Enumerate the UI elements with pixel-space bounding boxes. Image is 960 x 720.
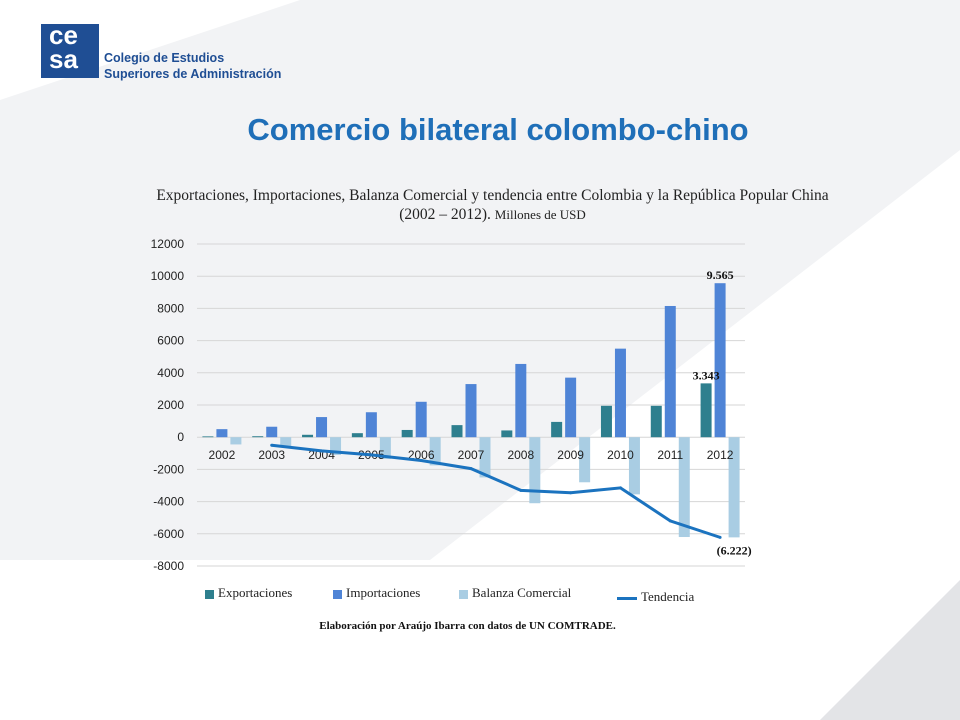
x-tick-label: 2007: [458, 448, 485, 462]
legend-swatch: [459, 589, 468, 599]
legend-label: Exportaciones: [218, 585, 293, 600]
balanza-comercial-bar: [479, 437, 491, 478]
balanza-comercial-bar: [230, 437, 242, 445]
exportaciones-bar: [401, 429, 413, 438]
importaciones-bar: [664, 305, 676, 438]
x-tick-label: 2010: [607, 448, 634, 462]
x-tick-label: 2009: [557, 448, 584, 462]
importaciones-bar: [266, 426, 278, 438]
x-tick-label: 2008: [507, 448, 534, 462]
balanza-comercial-bar: [280, 437, 292, 447]
slide-title: Comercio bilateral colombo-chino: [247, 112, 749, 147]
legend-swatch: [333, 589, 342, 599]
exportaciones-bar: [501, 430, 513, 438]
institution-name-line1: Colegio de Estudios: [104, 51, 225, 65]
legend-label: Importaciones: [346, 585, 421, 600]
logo-text-bottom: sa: [49, 44, 78, 74]
x-tick-label: 2012: [707, 448, 734, 462]
cesa-logo: ce sa: [41, 20, 99, 78]
balanza-comercial-bar: [579, 437, 591, 483]
balanza-comercial-bar: [330, 437, 342, 455]
tendencia-point: [320, 449, 324, 453]
importaciones-bar: [415, 401, 427, 438]
y-tick-label: -4000: [153, 495, 184, 509]
tendencia-point: [718, 535, 722, 539]
logo-text-top: ce: [49, 20, 78, 50]
y-tick-label: 4000: [157, 366, 184, 380]
legend-item: Importaciones: [333, 585, 420, 601]
importaciones-bar: [714, 283, 726, 438]
importaciones-bar: [465, 384, 477, 438]
tendencia-point: [369, 453, 373, 457]
x-tick-label: 2003: [258, 448, 285, 462]
balanza-comercial-bar: [429, 437, 441, 466]
tendencia-point: [668, 519, 672, 523]
x-tick-label: 2002: [209, 448, 236, 462]
y-tick-label: 2000: [157, 398, 184, 412]
balanza-comercial-bar: [628, 437, 640, 495]
y-tick-label: -8000: [153, 559, 184, 573]
legend-swatch: [617, 596, 637, 600]
exportaciones-bar: [551, 421, 563, 438]
balanza-comercial-bar: [529, 437, 541, 504]
y-tick-label: -6000: [153, 527, 184, 541]
tendencia-point: [419, 459, 423, 463]
tendencia-point: [469, 467, 473, 471]
legend-swatch: [205, 589, 214, 599]
x-tick-label: 2011: [657, 448, 683, 462]
importaciones-bar: [365, 412, 377, 438]
y-tick-label: 8000: [157, 301, 184, 315]
chart-title-line2: (2002 – 2012). Millones de USD: [90, 205, 895, 224]
tendencia-point: [519, 488, 523, 492]
exportaciones-bar: [600, 405, 612, 438]
tendencia-point: [270, 443, 274, 447]
y-tick-label: 6000: [157, 334, 184, 348]
importaciones-bar: [565, 377, 577, 438]
chart-title-units: Millones de USD: [494, 207, 586, 222]
chart-title-period: (2002 – 2012).: [399, 206, 491, 223]
exportaciones-bar: [302, 434, 314, 438]
exportaciones-bar: [252, 436, 264, 438]
legend-label: Balanza Comercial: [472, 585, 572, 600]
chart-title-line1: Exportaciones, Importaciones, Balanza Co…: [156, 187, 829, 204]
balanza-comercial-bar: [379, 437, 391, 459]
balanza-comercial-bar: [728, 437, 740, 538]
corner-decoration: [820, 580, 960, 720]
importaciones-bar: [316, 417, 328, 438]
importaciones-bar: [515, 363, 527, 438]
exportaciones-bar: [451, 425, 463, 438]
importaciones-bar: [614, 348, 626, 438]
data-label: (6.222): [717, 543, 752, 557]
data-label: 9.565: [707, 268, 734, 282]
tendencia-line: [271, 443, 721, 539]
y-tick-label: -2000: [153, 462, 184, 476]
exportaciones-bar: [700, 383, 712, 438]
institution-name: Colegio de Estudios Superiores de Admini…: [104, 50, 281, 82]
legend-item: Balanza Comercial: [459, 585, 571, 601]
y-tick-label: 12000: [151, 237, 185, 251]
data-label: 3.343: [693, 368, 720, 382]
tendencia-point: [618, 486, 622, 490]
y-tick-label: 10000: [151, 269, 185, 283]
legend-label: Tendencia: [641, 589, 695, 604]
importaciones-bar: [216, 429, 228, 438]
exportaciones-bar: [351, 433, 363, 438]
trade-chart: 12000 10000 8000 6000 4000 2000 0 -2000 -4000 -60…: [151, 237, 752, 573]
background-watermark-band: [0, 0, 960, 560]
exportaciones-bar: [650, 405, 662, 438]
tendencia-point: [569, 491, 573, 495]
legend-item: Exportaciones: [205, 585, 292, 601]
institution-name-line2: Superiores de Administración: [104, 67, 282, 81]
y-tick-label: 0: [177, 430, 184, 444]
balanza-comercial-bar: [678, 437, 690, 538]
chart-legend: Exportaciones Importaciones Balanza Comerc…: [205, 585, 725, 607]
exportaciones-bar: [202, 436, 214, 438]
source-note: Elaboración por Araújo Ibarra con datos …: [319, 620, 616, 632]
chart-title: Exportaciones, Importaciones, Balanza Co…: [90, 186, 895, 224]
legend-item: Tendencia: [617, 589, 694, 605]
